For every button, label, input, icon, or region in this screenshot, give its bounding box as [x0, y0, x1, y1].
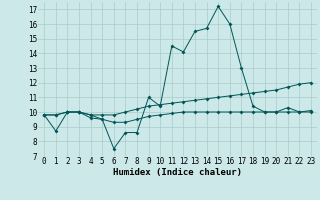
X-axis label: Humidex (Indice chaleur): Humidex (Indice chaleur) [113, 168, 242, 177]
